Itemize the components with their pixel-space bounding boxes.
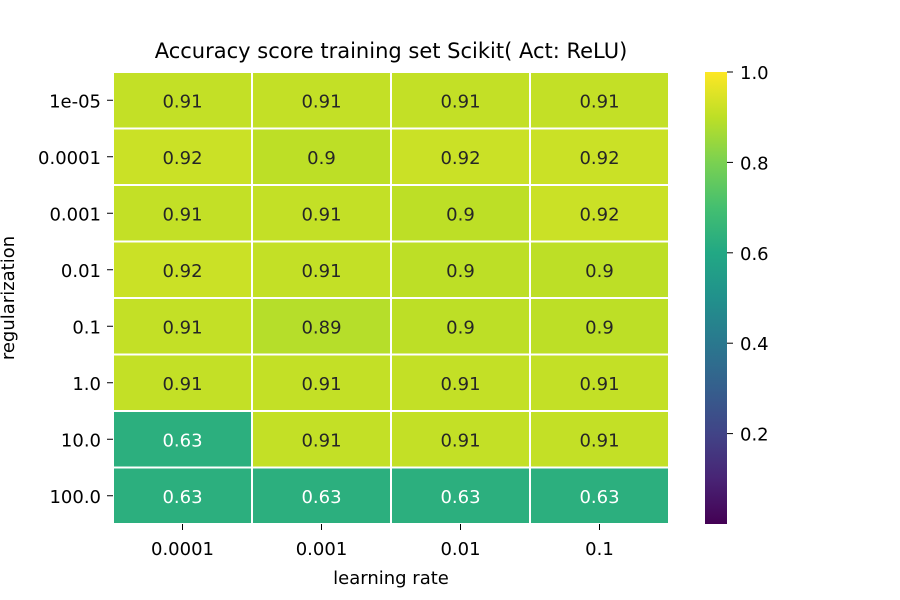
colorbar-gradient: [705, 72, 727, 524]
cell-value-label: 0.9: [446, 204, 475, 225]
y-tick-label: 10.0: [61, 430, 101, 451]
y-tick-label: 1.0: [72, 374, 101, 395]
heatmap-cell: [529, 297, 670, 356]
chart-title: Accuracy score training set Scikit( Act:…: [155, 39, 628, 63]
cell-value-label: 0.91: [579, 430, 619, 451]
cell-value-label: 0.63: [162, 430, 202, 451]
y-tick-label: 0.01: [61, 261, 101, 282]
heatmap-cell: [529, 184, 670, 243]
cell-value-label: 0.9: [585, 261, 614, 282]
heatmap-cell: [390, 410, 531, 469]
y-tick-label: 0.0001: [38, 148, 101, 169]
cell-value-label: 0.89: [301, 317, 341, 338]
cell-value-label: 0.91: [301, 430, 341, 451]
cell-value-label: 0.9: [585, 317, 614, 338]
cell-value-label: 0.91: [301, 261, 341, 282]
colorbar-tick-label: 0.6: [740, 244, 769, 265]
cell-value-label: 0.91: [440, 374, 480, 395]
cell-value-label: 0.92: [440, 148, 480, 169]
heatmap-cell: [251, 353, 392, 412]
y-axis-ticks: 1e-05 0.0001 0.001 0.01 0.1 1.0 10.0 100.0: [38, 91, 113, 508]
cell-value-label: 0.91: [162, 204, 202, 225]
colorbar-tick-label: 0.8: [740, 153, 769, 174]
heatmap-cell-labels: 0.91 0.91 0.91 0.91 0.92 0.9 0.92 0.92 0.91 0.91 0…: [162, 91, 619, 508]
cell-value-label: 0.63: [440, 487, 480, 508]
cell-value-label: 0.63: [301, 487, 341, 508]
cell-value-label: 0.91: [301, 204, 341, 225]
y-tick-label: 0.001: [49, 204, 101, 225]
heatmap-cell: [251, 71, 392, 130]
colorbar-tick-label: 1.0: [740, 63, 769, 84]
cell-value-label: 0.91: [301, 374, 341, 395]
y-tick-label: 0.1: [72, 317, 101, 338]
heatmap-cell: [529, 410, 670, 469]
heatmap-cell: [529, 353, 670, 412]
x-tick-label: 0.1: [585, 539, 614, 560]
heatmap-cell: [112, 353, 253, 412]
cell-value-label: 0.91: [579, 374, 619, 395]
cell-value-label: 0.92: [162, 261, 202, 282]
cell-value-label: 0.91: [579, 91, 619, 112]
cell-value-label: 0.9: [446, 317, 475, 338]
cell-value-label: 0.92: [579, 204, 619, 225]
y-tick-label: 1e-05: [49, 91, 101, 112]
cell-value-label: 0.91: [162, 317, 202, 338]
y-axis-label: regularization: [0, 236, 19, 360]
heatmap-cell: [251, 184, 392, 243]
heatmap-cell: [390, 466, 531, 525]
cell-value-label: 0.91: [440, 430, 480, 451]
heatmap-cell: [112, 466, 253, 525]
heatmap-cell: [529, 71, 670, 130]
cell-value-label: 0.92: [162, 148, 202, 169]
cell-value-label: 0.63: [579, 487, 619, 508]
heatmap-cells: [112, 71, 670, 525]
heatmap-cell: [529, 127, 670, 186]
heatmap-cell: [251, 297, 392, 356]
x-tick-label: 0.01: [440, 539, 480, 560]
cell-value-label: 0.92: [579, 148, 619, 169]
cell-value-label: 0.63: [162, 487, 202, 508]
colorbar-tick-label: 0.4: [740, 334, 769, 355]
cell-value-label: 0.91: [440, 91, 480, 112]
cell-value-label: 0.91: [301, 91, 341, 112]
x-axis-ticks: 0.0001 0.001 0.01 0.1: [151, 524, 614, 560]
colorbar: [705, 72, 727, 524]
heatmap-cell: [390, 353, 531, 412]
cell-value-label: 0.91: [162, 91, 202, 112]
cell-value-label: 0.9: [307, 148, 336, 169]
colorbar-tick-label: 0.2: [740, 425, 769, 446]
x-axis-label: learning rate: [333, 568, 449, 589]
colorbar-ticks: 0.2 0.4 0.6 0.8 1.0: [727, 63, 769, 446]
x-tick-label: 0.0001: [151, 539, 214, 560]
heatmap-cell: [251, 240, 392, 299]
heatmap-cell: [529, 240, 670, 299]
x-tick-label: 0.001: [296, 539, 348, 560]
cell-value-label: 0.91: [162, 374, 202, 395]
y-tick-label: 100.0: [49, 487, 101, 508]
cell-value-label: 0.9: [446, 261, 475, 282]
heatmap-cell: [390, 297, 531, 356]
heatmap-cell: [251, 127, 392, 186]
